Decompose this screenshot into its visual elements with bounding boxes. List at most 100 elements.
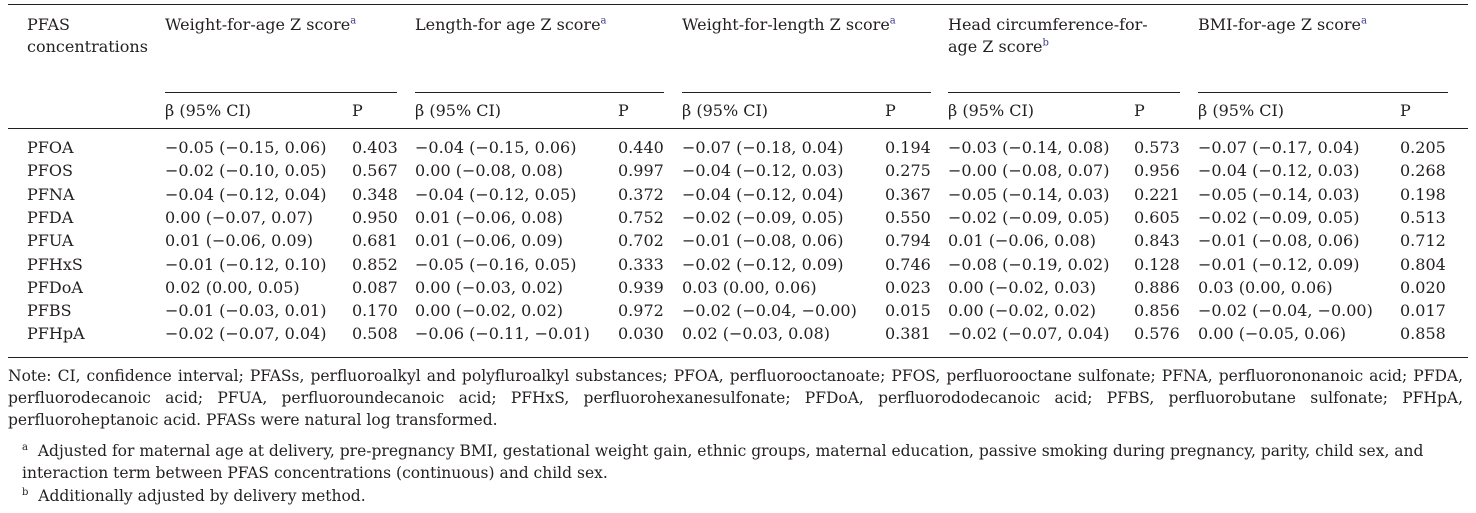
p-value-cell: 0.275 (885, 161, 931, 181)
row-pfas-name: PFDoA (27, 277, 83, 297)
p-value-cell: 0.268 (1400, 161, 1446, 181)
beta-ci-cell: −0.07 (−0.17, 0.04) (1198, 138, 1360, 157)
p-value-cell: 0.194 (885, 138, 931, 157)
p-value-cell: 0.403 (352, 138, 398, 157)
table-row: PFBS −0.01 (−0.03, 0.01) 0.170 0.00 (−0.02,… (0, 299, 1476, 322)
p-value-cell: 0.372 (618, 184, 664, 204)
p-value-cell: 0.886 (1134, 277, 1180, 297)
header-bottom-rule (8, 128, 1468, 129)
group-rule-length-for-age (415, 92, 664, 93)
beta-ci-cell: 0.02 (−0.03, 0.08) (682, 324, 831, 344)
p-value-cell: 0.681 (352, 231, 398, 251)
beta-ci-cell: −0.04 (−0.12, 0.03) (682, 161, 844, 181)
subheader-p-3: P (885, 101, 896, 120)
subheader-beta-2: β (95% CI) (415, 101, 502, 120)
p-value-cell: 0.128 (1134, 254, 1180, 274)
group-rule-weight-for-age (165, 92, 397, 93)
p-value-cell: 0.858 (1400, 324, 1446, 344)
beta-ci-cell: −0.02 (−0.10, 0.05) (165, 161, 327, 181)
row-pfas-name: PFOS (27, 161, 73, 181)
beta-ci-cell: −0.01 (−0.03, 0.01) (165, 301, 327, 321)
p-value-cell: 0.752 (618, 207, 664, 227)
beta-ci-cell: −0.02 (−0.04, −0.00) (1198, 301, 1373, 321)
p-value-cell: 0.513 (1400, 207, 1446, 227)
beta-ci-cell: −0.02 (−0.12, 0.09) (682, 254, 844, 274)
beta-ci-cell: −0.02 (−0.07, 0.04) (165, 324, 327, 344)
beta-ci-cell: 0.00 (−0.02, 0.02) (948, 301, 1097, 321)
subheader-p-1: P (352, 101, 363, 120)
subheader-p-4: P (1134, 101, 1145, 120)
table-note: Note: CI, confidence interval; PFASs, pe… (8, 367, 1463, 429)
beta-ci-cell: 0.00 (−0.03, 0.02) (415, 277, 564, 297)
p-value-cell: 0.794 (885, 231, 931, 251)
p-value-cell: 0.804 (1400, 254, 1446, 274)
p-value-cell: 0.205 (1400, 138, 1446, 157)
beta-ci-cell: −0.05 (−0.15, 0.06) (165, 138, 327, 157)
beta-ci-cell: −0.01 (−0.08, 0.06) (682, 231, 844, 251)
p-value-cell: 0.852 (352, 254, 398, 274)
beta-ci-cell: 0.01 (−0.06, 0.08) (948, 231, 1097, 251)
p-value-cell: 0.972 (618, 301, 664, 321)
subheader-beta-4: β (95% CI) (948, 101, 1035, 120)
p-value-cell: 0.950 (352, 207, 398, 227)
row-pfas-name: PFNA (27, 184, 75, 204)
beta-ci-cell: −0.04 (−0.12, 0.05) (415, 184, 577, 204)
table-row: PFDA 0.00 (−0.07, 0.07) 0.950 0.01 (−0.06, … (0, 206, 1476, 229)
row-pfas-name: PFOA (27, 138, 74, 157)
beta-ci-cell: 0.02 (0.00, 0.05) (165, 277, 300, 297)
p-value-cell: 0.605 (1134, 207, 1180, 227)
beta-ci-cell: −0.04 (−0.15, 0.06) (415, 138, 577, 157)
header-weight-for-age: Weight-for-age Z scorea (165, 15, 357, 34)
p-value-cell: 0.087 (352, 277, 398, 297)
table-bottom-rule (8, 357, 1468, 358)
beta-ci-cell: −0.01 (−0.12, 0.09) (1198, 254, 1360, 274)
p-value-cell: 0.567 (352, 161, 398, 181)
header-head-circumference: Head circumference-for-age Z scoreb (948, 15, 1148, 56)
subheader-p-5: P (1400, 101, 1411, 120)
p-value-cell: 0.702 (618, 231, 664, 251)
p-value-cell: 0.576 (1134, 324, 1180, 344)
group-rule-bmi-for-age (1198, 92, 1448, 93)
p-value-cell: 0.939 (618, 277, 664, 297)
p-value-cell: 0.381 (885, 324, 931, 344)
subheader-p-2: P (618, 101, 629, 120)
p-value-cell: 0.221 (1134, 184, 1180, 204)
p-value-cell: 0.170 (352, 301, 398, 321)
header-length-for-age: Length-for age Z scorea (415, 15, 607, 34)
beta-ci-cell: 0.00 (−0.02, 0.03) (948, 277, 1097, 297)
subheader-beta-1: β (95% CI) (165, 101, 252, 120)
beta-ci-cell: −0.01 (−0.12, 0.10) (165, 254, 327, 274)
p-value-cell: 0.508 (352, 324, 398, 344)
beta-ci-cell: 0.00 (−0.07, 0.07) (165, 207, 314, 227)
beta-ci-cell: 0.00 (−0.08, 0.08) (415, 161, 564, 181)
footnote-b: b Additionally adjusted by delivery meth… (22, 486, 366, 505)
p-value-cell: 0.367 (885, 184, 931, 204)
beta-ci-cell: −0.02 (−0.09, 0.05) (948, 207, 1110, 227)
beta-ci-cell: 0.00 (−0.02, 0.02) (415, 301, 564, 321)
p-value-cell: 0.843 (1134, 231, 1180, 251)
beta-ci-cell: 0.01 (−0.06, 0.09) (415, 231, 564, 251)
beta-ci-cell: −0.08 (−0.19, 0.02) (948, 254, 1110, 274)
p-value-cell: 0.746 (885, 254, 931, 274)
table-row: PFOS −0.02 (−0.10, 0.05) 0.567 0.00 (−0.08,… (0, 159, 1476, 182)
group-rule-weight-for-length (682, 92, 931, 93)
footnote-a: a Adjusted for maternal age at delivery,… (22, 441, 1424, 482)
table-row: PFOA −0.05 (−0.15, 0.06) 0.403 −0.04 (−0.15… (0, 136, 1476, 159)
beta-ci-cell: −0.03 (−0.14, 0.08) (948, 138, 1110, 157)
table-row: PFHpA −0.02 (−0.07, 0.04) 0.508 −0.06 (−0.1… (0, 322, 1476, 345)
beta-ci-cell: −0.02 (−0.07, 0.04) (948, 324, 1110, 344)
p-value-cell: 0.440 (618, 138, 664, 157)
beta-ci-cell: −0.02 (−0.04, −0.00) (682, 301, 857, 321)
row-pfas-name: PFUA (27, 231, 74, 251)
table-row: PFUA 0.01 (−0.06, 0.09) 0.681 0.01 (−0.06, … (0, 229, 1476, 252)
p-value-cell: 0.856 (1134, 301, 1180, 321)
beta-ci-cell: −0.06 (−0.11, −0.01) (415, 324, 590, 344)
header-bmi-for-age: BMI-for-age Z scorea (1198, 15, 1367, 34)
beta-ci-cell: −0.05 (−0.14, 0.03) (1198, 184, 1360, 204)
table-row: PFNA −0.04 (−0.12, 0.04) 0.348 −0.04 (−0.12… (0, 183, 1476, 206)
header-pfas-concentrations: PFAS concentrations (27, 15, 148, 56)
table-row: PFDoA 0.02 (0.00, 0.05) 0.087 0.00 (−0.03, … (0, 276, 1476, 299)
table-top-rule (8, 4, 1468, 5)
beta-ci-cell: 0.00 (−0.05, 0.06) (1198, 324, 1347, 344)
beta-ci-cell: 0.03 (0.00, 0.06) (682, 277, 817, 297)
